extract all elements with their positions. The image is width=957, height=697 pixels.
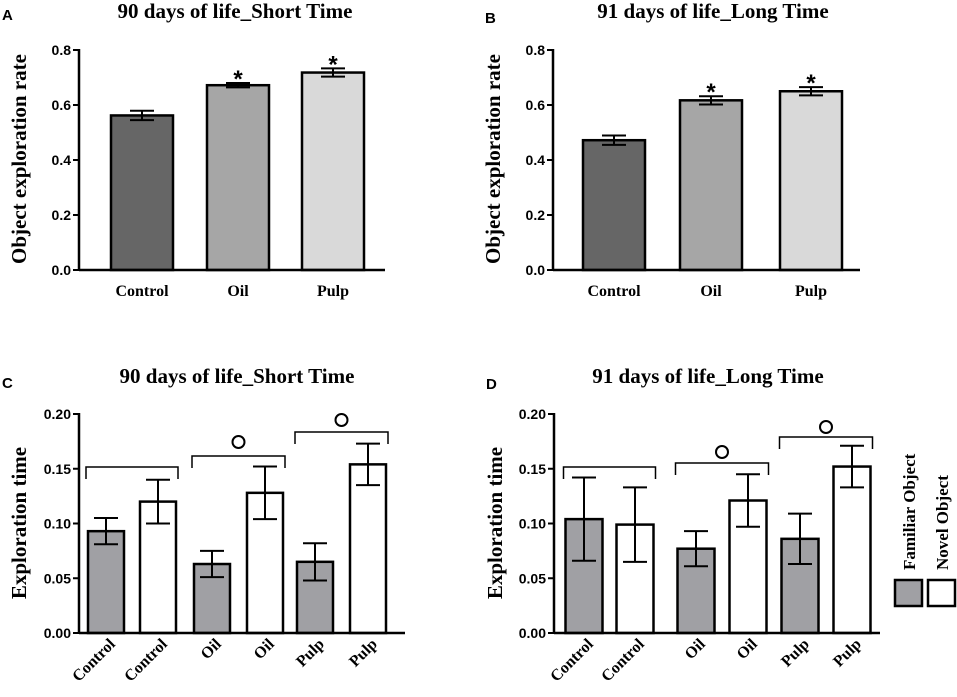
x-tick-label: Oil — [198, 635, 225, 662]
comparison-bracket — [778, 436, 874, 449]
significance-marker: * — [233, 66, 243, 93]
x-tick-label: Oil — [700, 283, 722, 300]
panel-letter-a: A — [2, 7, 13, 24]
chart-title-a: 90 days of life_Short Time — [118, 0, 353, 23]
legend-novel-label: Novel Object — [933, 475, 952, 570]
y-tick-label: 0.8 — [526, 42, 546, 58]
x-tick-label: Control — [547, 635, 597, 685]
bar — [205, 83, 271, 272]
bar — [832, 465, 872, 635]
y-tick-label: 0.2 — [526, 207, 546, 223]
y-tick-label: 0.05 — [44, 570, 71, 586]
y-axis-label-c: Exploration time — [7, 447, 31, 599]
y-tick-label: 0.2 — [52, 207, 72, 223]
y-tick-label: 0.6 — [52, 97, 72, 113]
significance-circle — [231, 435, 246, 449]
significance-circle — [715, 445, 729, 459]
y-tick-label: 0.10 — [519, 516, 546, 532]
legend-familiar-label: Familiar Object — [900, 453, 919, 570]
comparison-bracket — [294, 431, 389, 444]
significance-marker: * — [806, 70, 816, 97]
x-tick-label: Oil — [734, 635, 761, 662]
x-tick-label: Pulp — [795, 283, 827, 300]
y-tick-label: 0.4 — [526, 152, 546, 168]
significance-circle — [334, 413, 349, 427]
x-tick-label: Pulp — [778, 636, 813, 671]
y-tick-label: 0.00 — [44, 625, 71, 641]
significance-marker: * — [328, 51, 338, 78]
y-tick-label: 0.15 — [519, 461, 546, 477]
comparison-bracket — [191, 455, 286, 468]
bar — [678, 99, 744, 272]
y-tick-label: 0.15 — [44, 461, 71, 477]
panel-d: D 91 days of life_Long Time Exploration … — [483, 364, 880, 685]
x-tick-label: Oil — [251, 635, 278, 662]
legend-familiar-swatch — [893, 578, 924, 608]
panel-letter-c: C — [2, 375, 13, 392]
bar — [86, 529, 126, 635]
y-axis-label-b: Object exploration rate — [481, 54, 505, 264]
comparison-bracket — [674, 462, 770, 475]
x-tick-label: Oil — [227, 283, 249, 300]
y-tick-label: 0.10 — [44, 516, 71, 532]
panel-letter-d: D — [486, 376, 497, 393]
x-tick-label: Control — [587, 283, 641, 300]
x-tick-label: Pulp — [293, 636, 328, 671]
bar — [581, 138, 647, 272]
x-tick-label: Control — [69, 635, 119, 685]
panel-letter-b: B — [485, 10, 496, 27]
comparison-bracket — [85, 466, 179, 479]
y-axis-label-d: Exploration time — [483, 447, 507, 599]
bar — [300, 71, 366, 272]
bar — [778, 90, 844, 272]
y-tick-label: 0.4 — [52, 152, 72, 168]
panel-c: C 90 days of life_Short Time Exploration… — [2, 364, 405, 685]
chart-title-c: 90 days of life_Short Time — [120, 364, 355, 388]
x-tick-label: Pulp — [346, 636, 381, 671]
significance-marker: * — [706, 79, 716, 106]
x-tick-label: Control — [115, 283, 169, 300]
chart-title-b: 91 days of life_Long Time — [597, 0, 828, 23]
x-tick-label: Pulp — [830, 636, 865, 671]
x-tick-label: Oil — [682, 635, 709, 662]
y-axis-label-a: Object exploration rate — [7, 54, 31, 264]
bar — [109, 114, 175, 272]
x-tick-label: Control — [121, 635, 171, 685]
y-tick-label: 0.20 — [44, 406, 71, 422]
x-tick-label: Control — [598, 635, 648, 685]
panel-a: A 90 days of life_Short Time Object expl… — [2, 0, 385, 300]
bar — [348, 463, 388, 635]
y-tick-label: 0.00 — [519, 625, 546, 641]
y-tick-label: 0.0 — [526, 262, 546, 278]
legend-novel-swatch — [926, 578, 957, 608]
x-tick-label: Pulp — [317, 283, 349, 300]
panel-b: B 91 days of life_Long Time Object explo… — [481, 0, 860, 300]
chart-title-d: 91 days of life_Long Time — [592, 364, 823, 388]
legend: Familiar Object Novel Object — [893, 453, 957, 608]
comparison-bracket — [562, 466, 657, 479]
y-tick-label: 0.0 — [52, 262, 72, 278]
y-tick-label: 0.05 — [519, 570, 546, 586]
significance-circle — [819, 420, 833, 434]
y-tick-label: 0.20 — [519, 406, 546, 422]
y-tick-label: 0.8 — [52, 42, 72, 58]
y-tick-label: 0.6 — [526, 97, 546, 113]
